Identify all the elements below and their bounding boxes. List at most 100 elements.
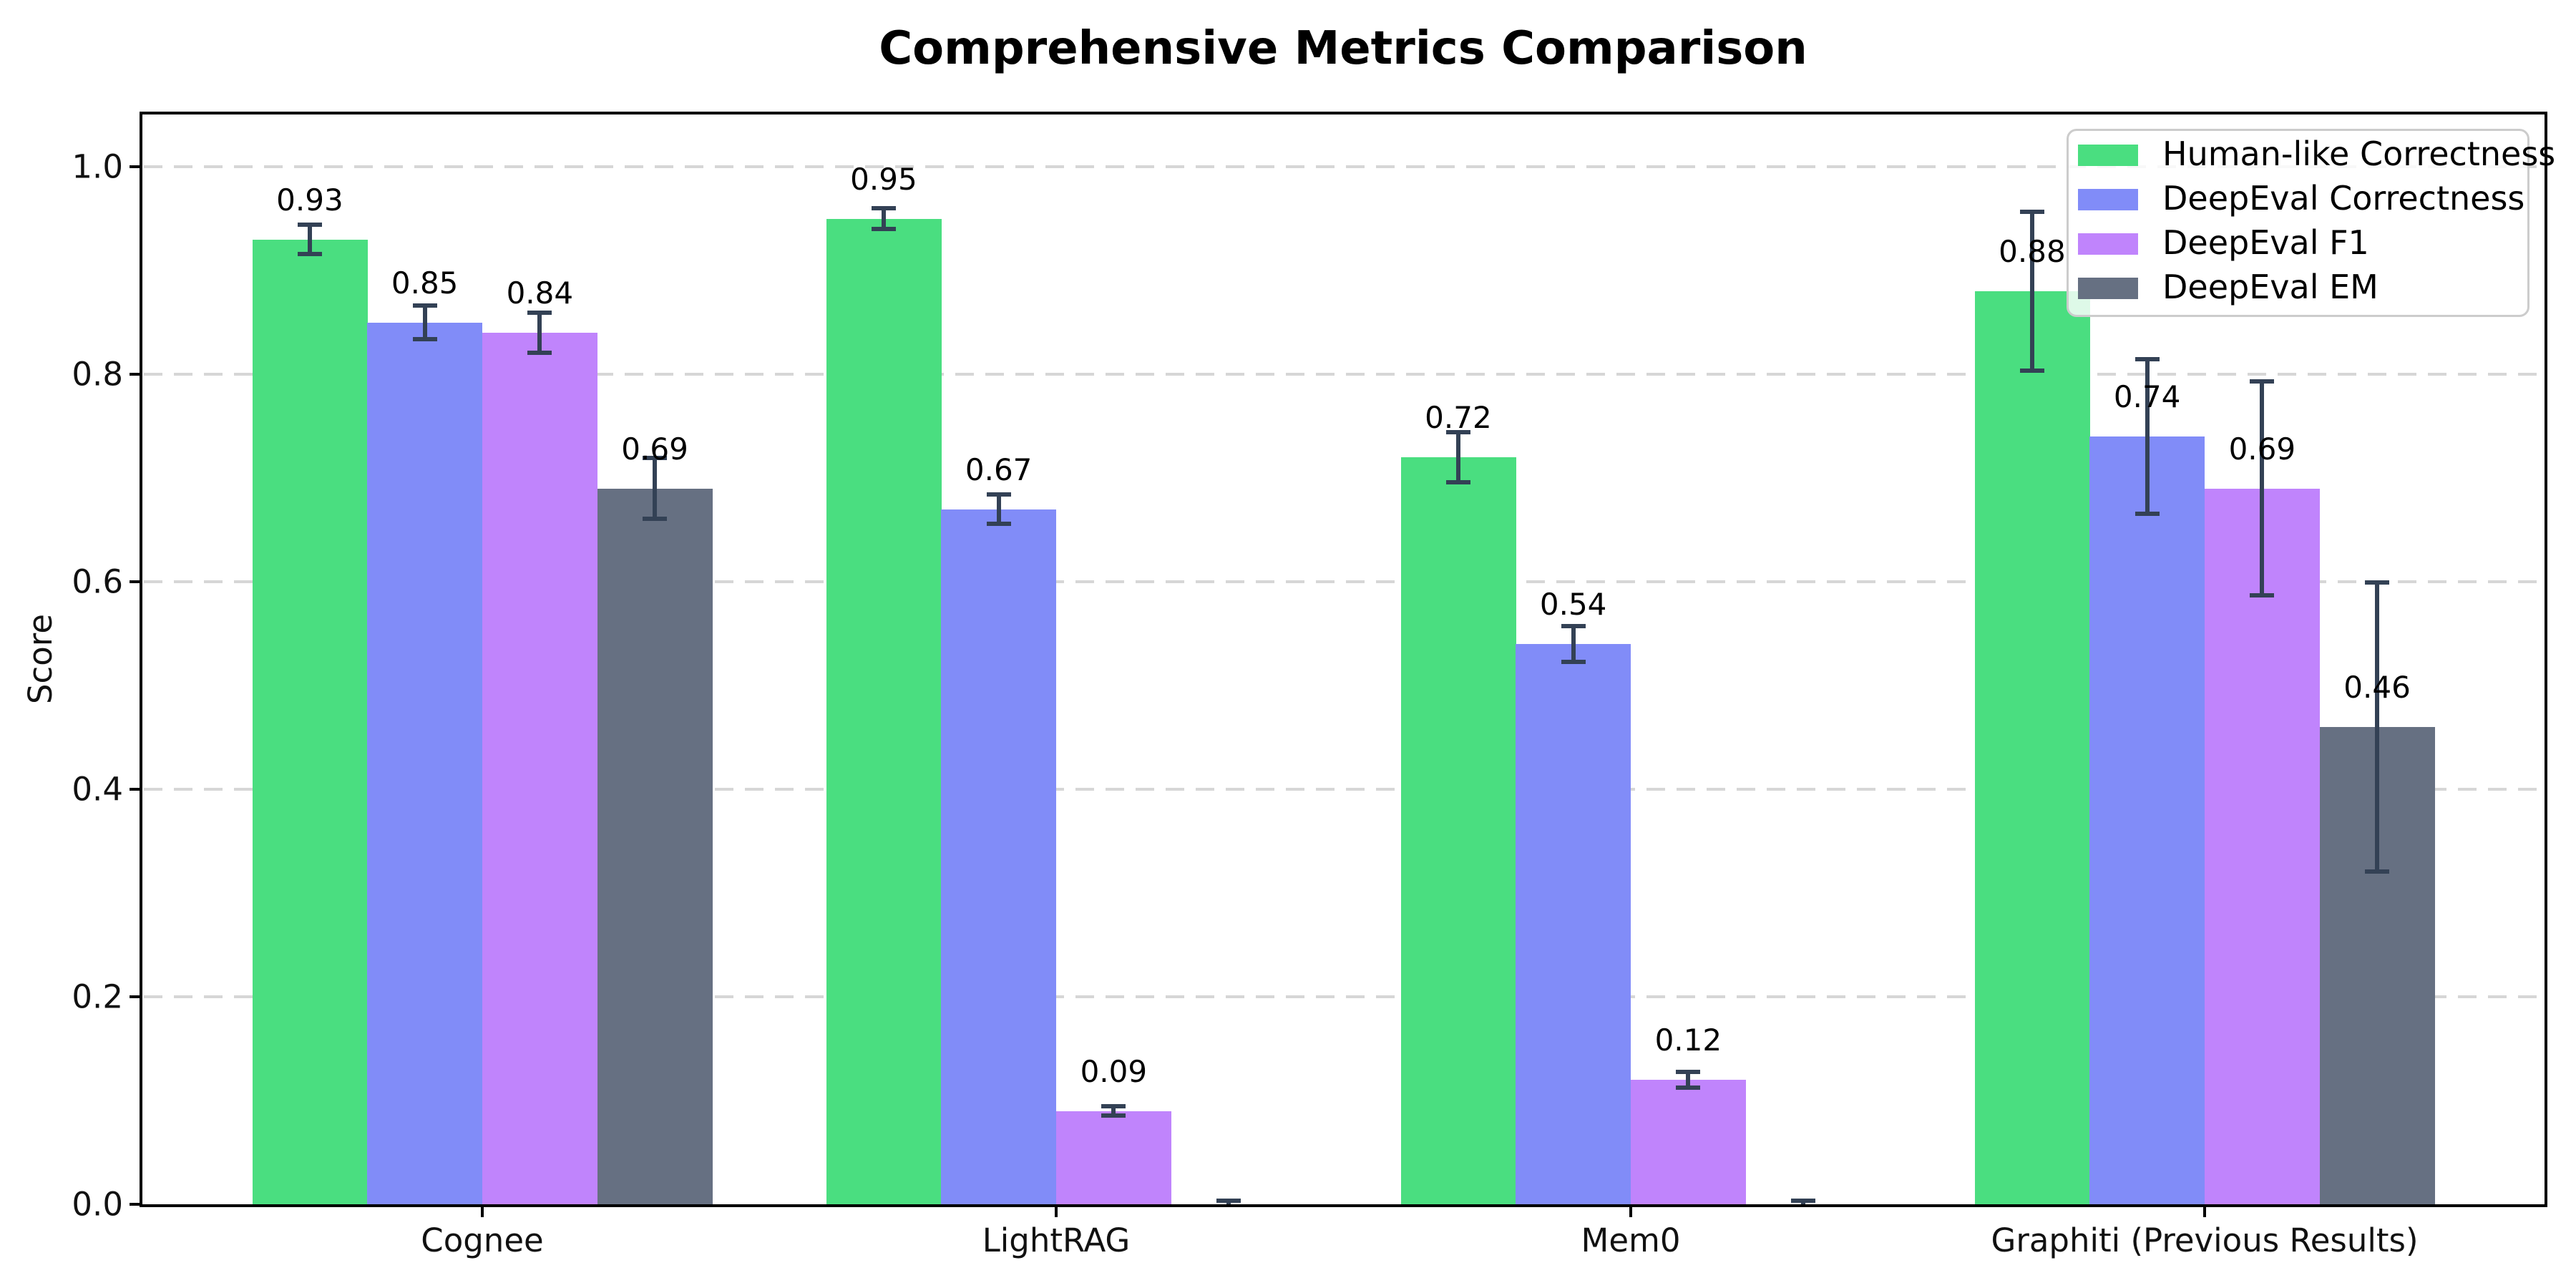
x-tick-label-graphiti-previous-results: Graphiti (Previous Results) <box>1991 1221 2419 1259</box>
error-bar <box>307 223 312 255</box>
legend <box>2067 129 2529 317</box>
bar-value-deepeval-correctness-cognee: 0.85 <box>391 265 459 301</box>
error-bar-cap-top <box>527 311 552 315</box>
bar-human-like-correctness-graphiti-previous-results <box>1974 291 2090 1204</box>
bar-human-like-correctness-cognee <box>252 239 368 1204</box>
bar-deepeval-f1-lightrag <box>1056 1111 1172 1204</box>
error-bar-cap-top <box>2019 210 2044 215</box>
error-bar-cap-bottom <box>986 522 1011 527</box>
error-bar-cap-bottom <box>527 351 552 355</box>
error-bar-cap-bottom <box>1445 480 1470 485</box>
error-bar-cap-top <box>1676 1070 1701 1075</box>
bar-value-deepeval-em-cognee: 0.69 <box>621 431 688 467</box>
gridline-0.6 <box>144 580 2543 583</box>
bar-value-deepeval-correctness-mem0: 0.54 <box>1539 587 1607 622</box>
x-tick-graphiti-previous-results <box>2203 1204 2206 1217</box>
error-bar-cap-bottom <box>871 227 896 232</box>
error-bar-cap-top <box>1445 429 1470 434</box>
bar-value-human-like-correctness-graphiti-previous-results: 0.88 <box>1999 234 2066 269</box>
legend-item-human-like-correctness: Human-like Correctness <box>2162 134 2556 173</box>
x-tick-label-mem0: Mem0 <box>1581 1221 1681 1259</box>
error-bar-cap-top <box>1791 1199 1816 1204</box>
bar-deepeval-f1-cognee <box>482 333 598 1204</box>
error-bar <box>1686 1071 1691 1088</box>
y-tick-label-0.0: 0.0 <box>72 1185 123 1224</box>
bar-deepeval-correctness-mem0 <box>1516 644 1631 1204</box>
y-tick-label-0.2: 0.2 <box>72 977 123 1016</box>
error-bar-cap-bottom <box>297 252 322 257</box>
error-bar-cap-top <box>871 205 896 210</box>
y-tick-label-1.0: 1.0 <box>72 147 123 186</box>
error-bar-cap-top <box>412 303 437 308</box>
error-bar <box>422 304 427 341</box>
error-bar-cap-top <box>2135 357 2160 362</box>
legend-swatch-human-like-correctness <box>2078 145 2138 166</box>
error-bar-cap-top <box>2365 580 2390 585</box>
bar-value-human-like-correctness-mem0: 0.72 <box>1425 400 1492 435</box>
error-bar <box>881 207 886 230</box>
error-bar-cap-top <box>1101 1104 1126 1109</box>
y-tick-1.0 <box>130 165 142 168</box>
error-bar <box>2145 358 2150 514</box>
error-bar <box>2375 582 2380 872</box>
error-bar <box>1111 1106 1116 1116</box>
error-bar <box>537 312 542 353</box>
legend-item-deepeval-correctness: DeepEval Correctness <box>2162 178 2525 218</box>
bar-deepeval-em-cognee <box>597 488 713 1204</box>
error-bar-cap-bottom <box>2250 593 2275 598</box>
bar-deepeval-f1-graphiti-previous-results <box>2205 488 2321 1204</box>
x-tick-mem0 <box>1629 1204 1632 1217</box>
error-bar <box>1455 431 1460 484</box>
bar-deepeval-correctness-graphiti-previous-results <box>2089 436 2205 1204</box>
legend-swatch-deepeval-em <box>2078 278 2138 299</box>
bar-value-human-like-correctness-lightrag: 0.95 <box>850 161 917 197</box>
error-bar-cap-top <box>986 492 1011 497</box>
y-tick-label-0.4: 0.4 <box>72 770 123 809</box>
error-bar-cap-bottom <box>2365 869 2390 874</box>
bar-deepeval-correctness-cognee <box>367 322 483 1204</box>
legend-item-deepeval-f1: DeepEval F1 <box>2162 223 2369 262</box>
legend-swatch-deepeval-correctness <box>2078 189 2138 210</box>
bar-value-deepeval-em-graphiti-previous-results: 0.46 <box>2343 670 2411 705</box>
bar-value-deepeval-f1-mem0: 0.12 <box>1654 1023 1722 1058</box>
error-bar-cap-bottom <box>2019 368 2044 373</box>
bar-value-human-like-correctness-cognee: 0.93 <box>276 182 343 218</box>
error-bar-cap-bottom <box>2135 511 2160 516</box>
error-bar <box>2029 211 2034 371</box>
error-bar <box>2260 380 2265 597</box>
y-tick-0.0 <box>130 1203 142 1206</box>
y-tick-label-0.6: 0.6 <box>72 562 123 601</box>
bar-value-deepeval-correctness-graphiti-previous-results: 0.74 <box>2113 379 2181 414</box>
legend-item-deepeval-em: DeepEval EM <box>2162 267 2379 306</box>
y-tick-0.8 <box>130 373 142 376</box>
x-tick-lightrag <box>1055 1204 1058 1217</box>
error-bar-cap-bottom <box>1561 660 1586 665</box>
y-tick-0.6 <box>130 580 142 583</box>
x-tick-label-cognee: Cognee <box>421 1221 544 1259</box>
error-bar-cap-top <box>1561 623 1586 628</box>
gridline-0.4 <box>144 788 2543 791</box>
bar-deepeval-correctness-lightrag <box>941 509 1057 1204</box>
x-tick-label-lightrag: LightRAG <box>982 1221 1131 1259</box>
error-bar-cap-top <box>1216 1199 1241 1204</box>
gridline-0.8 <box>144 373 2543 376</box>
bar-value-deepeval-f1-graphiti-previous-results: 0.69 <box>2228 431 2296 467</box>
bar-value-deepeval-correctness-lightrag: 0.67 <box>965 452 1033 487</box>
y-tick-0.4 <box>130 788 142 791</box>
error-bar-cap-top <box>297 222 322 227</box>
y-tick-label-0.8: 0.8 <box>72 355 123 394</box>
legend-swatch-deepeval-f1 <box>2078 233 2138 255</box>
bar-human-like-correctness-lightrag <box>826 218 942 1204</box>
bar-value-deepeval-f1-cognee: 0.84 <box>506 275 574 311</box>
bar-value-deepeval-f1-lightrag: 0.09 <box>1080 1053 1148 1089</box>
gridline-0.2 <box>144 995 2543 998</box>
error-bar-cap-bottom <box>1676 1085 1701 1090</box>
error-bar-cap-bottom <box>412 337 437 342</box>
x-tick-cognee <box>481 1204 484 1217</box>
y-tick-0.2 <box>130 995 142 998</box>
error-bar <box>1571 625 1576 663</box>
error-bar <box>996 493 1001 525</box>
error-bar-cap-top <box>2250 379 2275 384</box>
error-bar-cap-top <box>643 456 668 460</box>
